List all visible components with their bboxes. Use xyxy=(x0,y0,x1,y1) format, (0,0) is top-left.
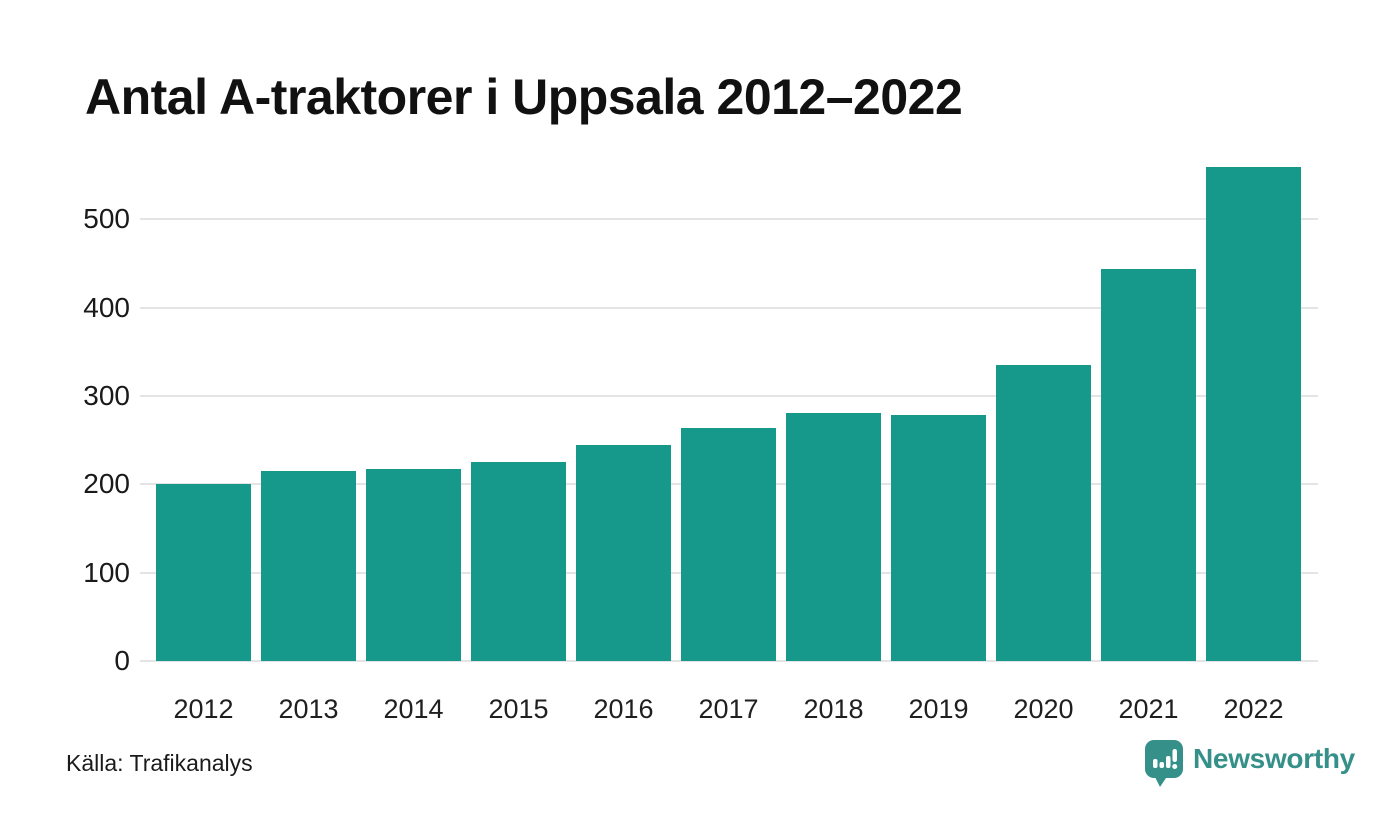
x-axis-label-2017: 2017 xyxy=(698,694,759,724)
newsworthy-wordmark: Newsworthy xyxy=(1193,743,1355,774)
source-label: Källa: Trafikanalys xyxy=(66,750,253,776)
x-axis-label-2016: 2016 xyxy=(593,694,654,724)
gridline-500 xyxy=(140,218,1318,221)
bar-2017 xyxy=(681,427,776,661)
y-axis-tick-label-300: 300 xyxy=(83,379,130,411)
bar-2013 xyxy=(261,471,356,661)
bar-2021 xyxy=(1101,268,1196,661)
chart-title: Antal A-traktorer i Uppsala 2012–2022 xyxy=(85,69,963,125)
bar-2014 xyxy=(366,469,461,661)
gridline-400 xyxy=(140,306,1318,309)
newsworthy-logo: Newsworthy xyxy=(1145,740,1355,787)
y-axis-tick-label-200: 200 xyxy=(83,468,130,500)
x-axis-label-2020: 2020 xyxy=(1013,694,1074,724)
x-axis-label-2019: 2019 xyxy=(908,694,969,724)
y-axis-tick-label-400: 400 xyxy=(83,291,130,323)
bar-2016 xyxy=(576,444,671,661)
x-axis-label-2015: 2015 xyxy=(488,694,549,724)
y-axis-tick-label-500: 500 xyxy=(83,203,130,235)
bar-2018 xyxy=(786,412,881,661)
y-axis-tick-label-100: 100 xyxy=(83,556,130,588)
gridline-0 xyxy=(140,660,1318,662)
bar-2022 xyxy=(1206,167,1301,661)
newsworthy-speech-bubble-bar-chart-icon xyxy=(1145,740,1183,787)
bar-2019 xyxy=(891,414,986,661)
x-axis-label-2021: 2021 xyxy=(1118,694,1179,724)
y-axis-tick-label-0: 0 xyxy=(114,645,130,676)
x-axis-label-2022: 2022 xyxy=(1223,694,1284,724)
bar-2015 xyxy=(471,462,566,661)
x-axis-label-2013: 2013 xyxy=(278,694,339,724)
x-axis-label-2014: 2014 xyxy=(383,694,444,724)
bar-2012 xyxy=(156,484,251,661)
x-axis-label-2012: 2012 xyxy=(173,694,234,724)
gridline-300 xyxy=(140,394,1318,397)
x-axis-label-2018: 2018 xyxy=(803,694,864,724)
bar-2020 xyxy=(996,365,1091,661)
